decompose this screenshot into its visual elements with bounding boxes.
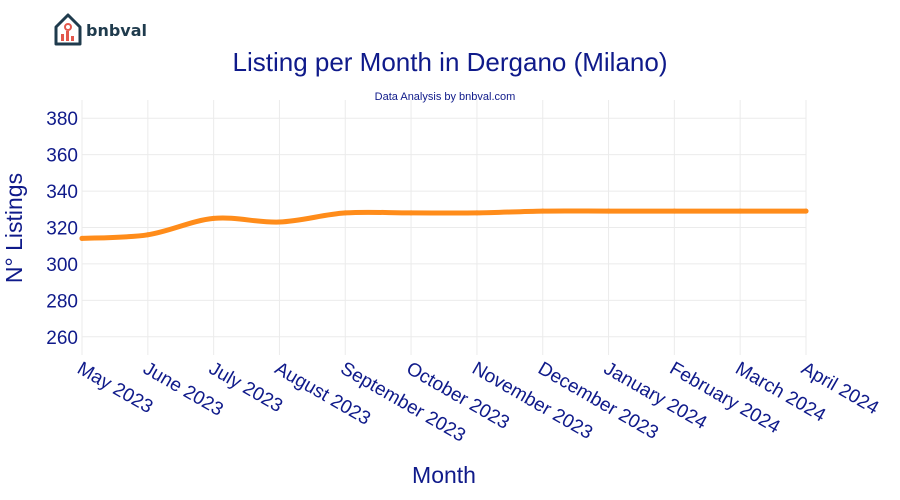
brand-logo: bnbval [54, 13, 147, 46]
data-point [474, 210, 480, 216]
y-tick-label: 340 [46, 182, 78, 203]
x-tick-label: February 2024 [666, 358, 784, 438]
data-point [79, 235, 85, 241]
x-axis-label: Month [412, 462, 476, 488]
chart-subtitle: Data Analysis by bnbval.com [375, 91, 516, 103]
data-point [276, 219, 282, 225]
data-point [737, 208, 743, 214]
chart-title: Listing per Month in Dergano (Milano) [233, 47, 668, 77]
data-point [145, 232, 151, 238]
grid [81, 100, 807, 355]
house-chart-icon [54, 13, 82, 46]
series-line [79, 208, 809, 241]
y-tick-label: 280 [46, 291, 78, 312]
series-layer [79, 208, 809, 241]
brand-name: bnbval [86, 21, 147, 40]
y-tick-label: 380 [46, 109, 78, 130]
y-axis-label: N° Listings [1, 173, 27, 283]
data-point [540, 208, 546, 214]
y-axis-ticks: 260 280 300 320 340 360 380 [46, 109, 78, 349]
data-point [408, 210, 414, 216]
y-tick-label: 300 [46, 255, 78, 276]
y-tick-label: 320 [46, 219, 78, 240]
data-point [211, 215, 217, 221]
y-tick-label: 260 [46, 328, 78, 349]
data-point [606, 208, 612, 214]
y-tick-label: 360 [46, 146, 78, 167]
data-point [342, 210, 348, 216]
data-point [671, 208, 677, 214]
data-point [803, 208, 809, 214]
